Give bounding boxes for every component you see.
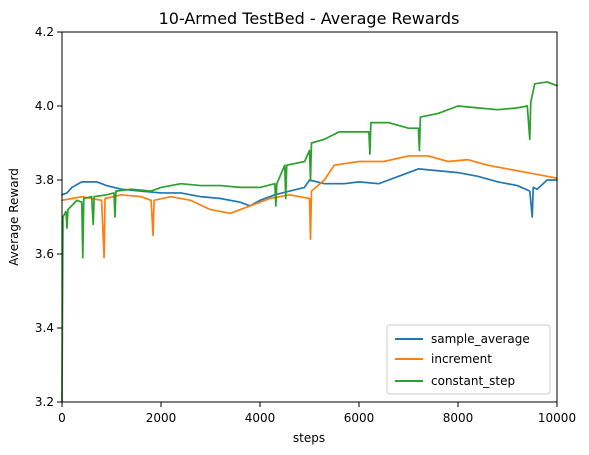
x-tick-label: 0 xyxy=(58,411,66,425)
x-tick-label: 2000 xyxy=(146,411,177,425)
y-tick-label: 3.4 xyxy=(35,321,54,335)
legend-label-increment: increment xyxy=(431,352,492,366)
x-tick-label: 4000 xyxy=(245,411,276,425)
legend-label-sample-average: sample_average xyxy=(431,332,530,346)
ticks-group: 0 2000 4000 6000 8000 10000 3.2 3.4 3.6 3.8 4.0 4.2 xyxy=(35,25,576,425)
chart-title: 10-Armed TestBed - Average Rewards xyxy=(159,9,460,28)
y-axis-label: Average Reward xyxy=(7,168,21,266)
legend-box xyxy=(386,324,551,395)
title-group: 10-Armed TestBed - Average Rewards xyxy=(159,9,460,28)
series-line-sample-average xyxy=(61,168,558,218)
x-tick-label: 10000 xyxy=(538,411,576,425)
x-axis-label: steps xyxy=(293,431,325,445)
y-tick-label: 4.2 xyxy=(35,25,54,39)
y-tick-label: 4.0 xyxy=(35,99,54,113)
y-tick-label: 3.2 xyxy=(35,395,54,409)
plot-frame xyxy=(61,31,558,403)
x-tick-label: 8000 xyxy=(443,411,474,425)
legend: sample_average increment constant_step xyxy=(386,324,551,395)
series-line-constant-step xyxy=(61,81,558,403)
series-line-increment xyxy=(61,155,558,259)
series-group xyxy=(61,81,558,403)
legend-label-constant-step: constant_step xyxy=(431,374,515,388)
y-tick-label: 3.8 xyxy=(35,173,54,187)
x-tick-label: 6000 xyxy=(344,411,375,425)
y-tick-label: 3.6 xyxy=(35,247,54,261)
